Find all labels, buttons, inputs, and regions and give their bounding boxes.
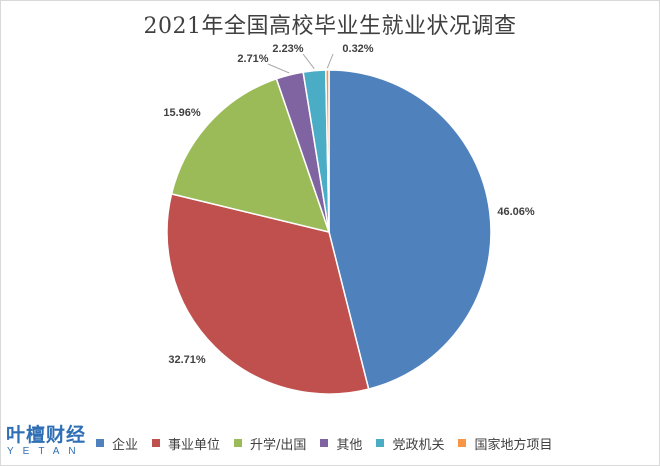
legend-swatch-1 — [96, 439, 104, 447]
pie-slice-3 — [170, 77, 331, 234]
legend-swatch-6 — [458, 439, 467, 447]
pie-slice-2 — [166, 193, 370, 395]
legend-item-2: 事业单位 — [152, 434, 220, 453]
legend-item-3: 升学/出国 — [234, 434, 306, 453]
legend-swatch-2 — [152, 439, 161, 447]
pie-slice-1 — [328, 69, 492, 390]
pie-slice-6 — [324, 69, 330, 233]
legend-swatch-5 — [376, 439, 385, 447]
yetan-logo: 叶檀财经 YETAN — [6, 424, 106, 464]
data-label-6: 0.32% — [342, 43, 373, 55]
legend-swatch-3 — [234, 439, 243, 447]
data-label-2: 32.71% — [168, 354, 206, 366]
legend-item-1: 企业 — [96, 434, 138, 453]
chart-legend: 企业 事业单位 升学/出国 其他 党政机关 国家地方项目 — [96, 434, 566, 453]
logo-main-text: 叶檀财经 — [6, 424, 87, 446]
data-label-5: 2.23% — [272, 43, 303, 55]
chart-title: 2021年全国高校毕业生就业状况调查 — [143, 14, 517, 39]
leader-line-5 — [302, 53, 315, 69]
legend-item-5: 党政机关 — [376, 434, 444, 453]
data-label-3: 15.96% — [163, 107, 201, 119]
legend-label-3: 升学/出国 — [250, 437, 307, 453]
legend-label-6: 国家地方项目 — [474, 437, 553, 453]
data-label-4: 2.71% — [237, 53, 268, 65]
legend-swatch-4 — [320, 439, 329, 447]
legend-item-6: 国家地方项目 — [458, 434, 552, 453]
leader-line-6 — [326, 53, 334, 69]
legend-label-4: 其他 — [336, 437, 363, 453]
data-label-1: 46.06% — [497, 206, 535, 218]
legend-label-2: 事业单位 — [168, 437, 221, 453]
leader-line-4 — [267, 63, 290, 74]
legend-label-5: 党政机关 — [392, 437, 445, 453]
legend-item-4: 其他 — [320, 434, 362, 453]
legend-label-1: 企业 — [112, 437, 139, 453]
logo-sub-text: YETAN — [7, 446, 85, 457]
